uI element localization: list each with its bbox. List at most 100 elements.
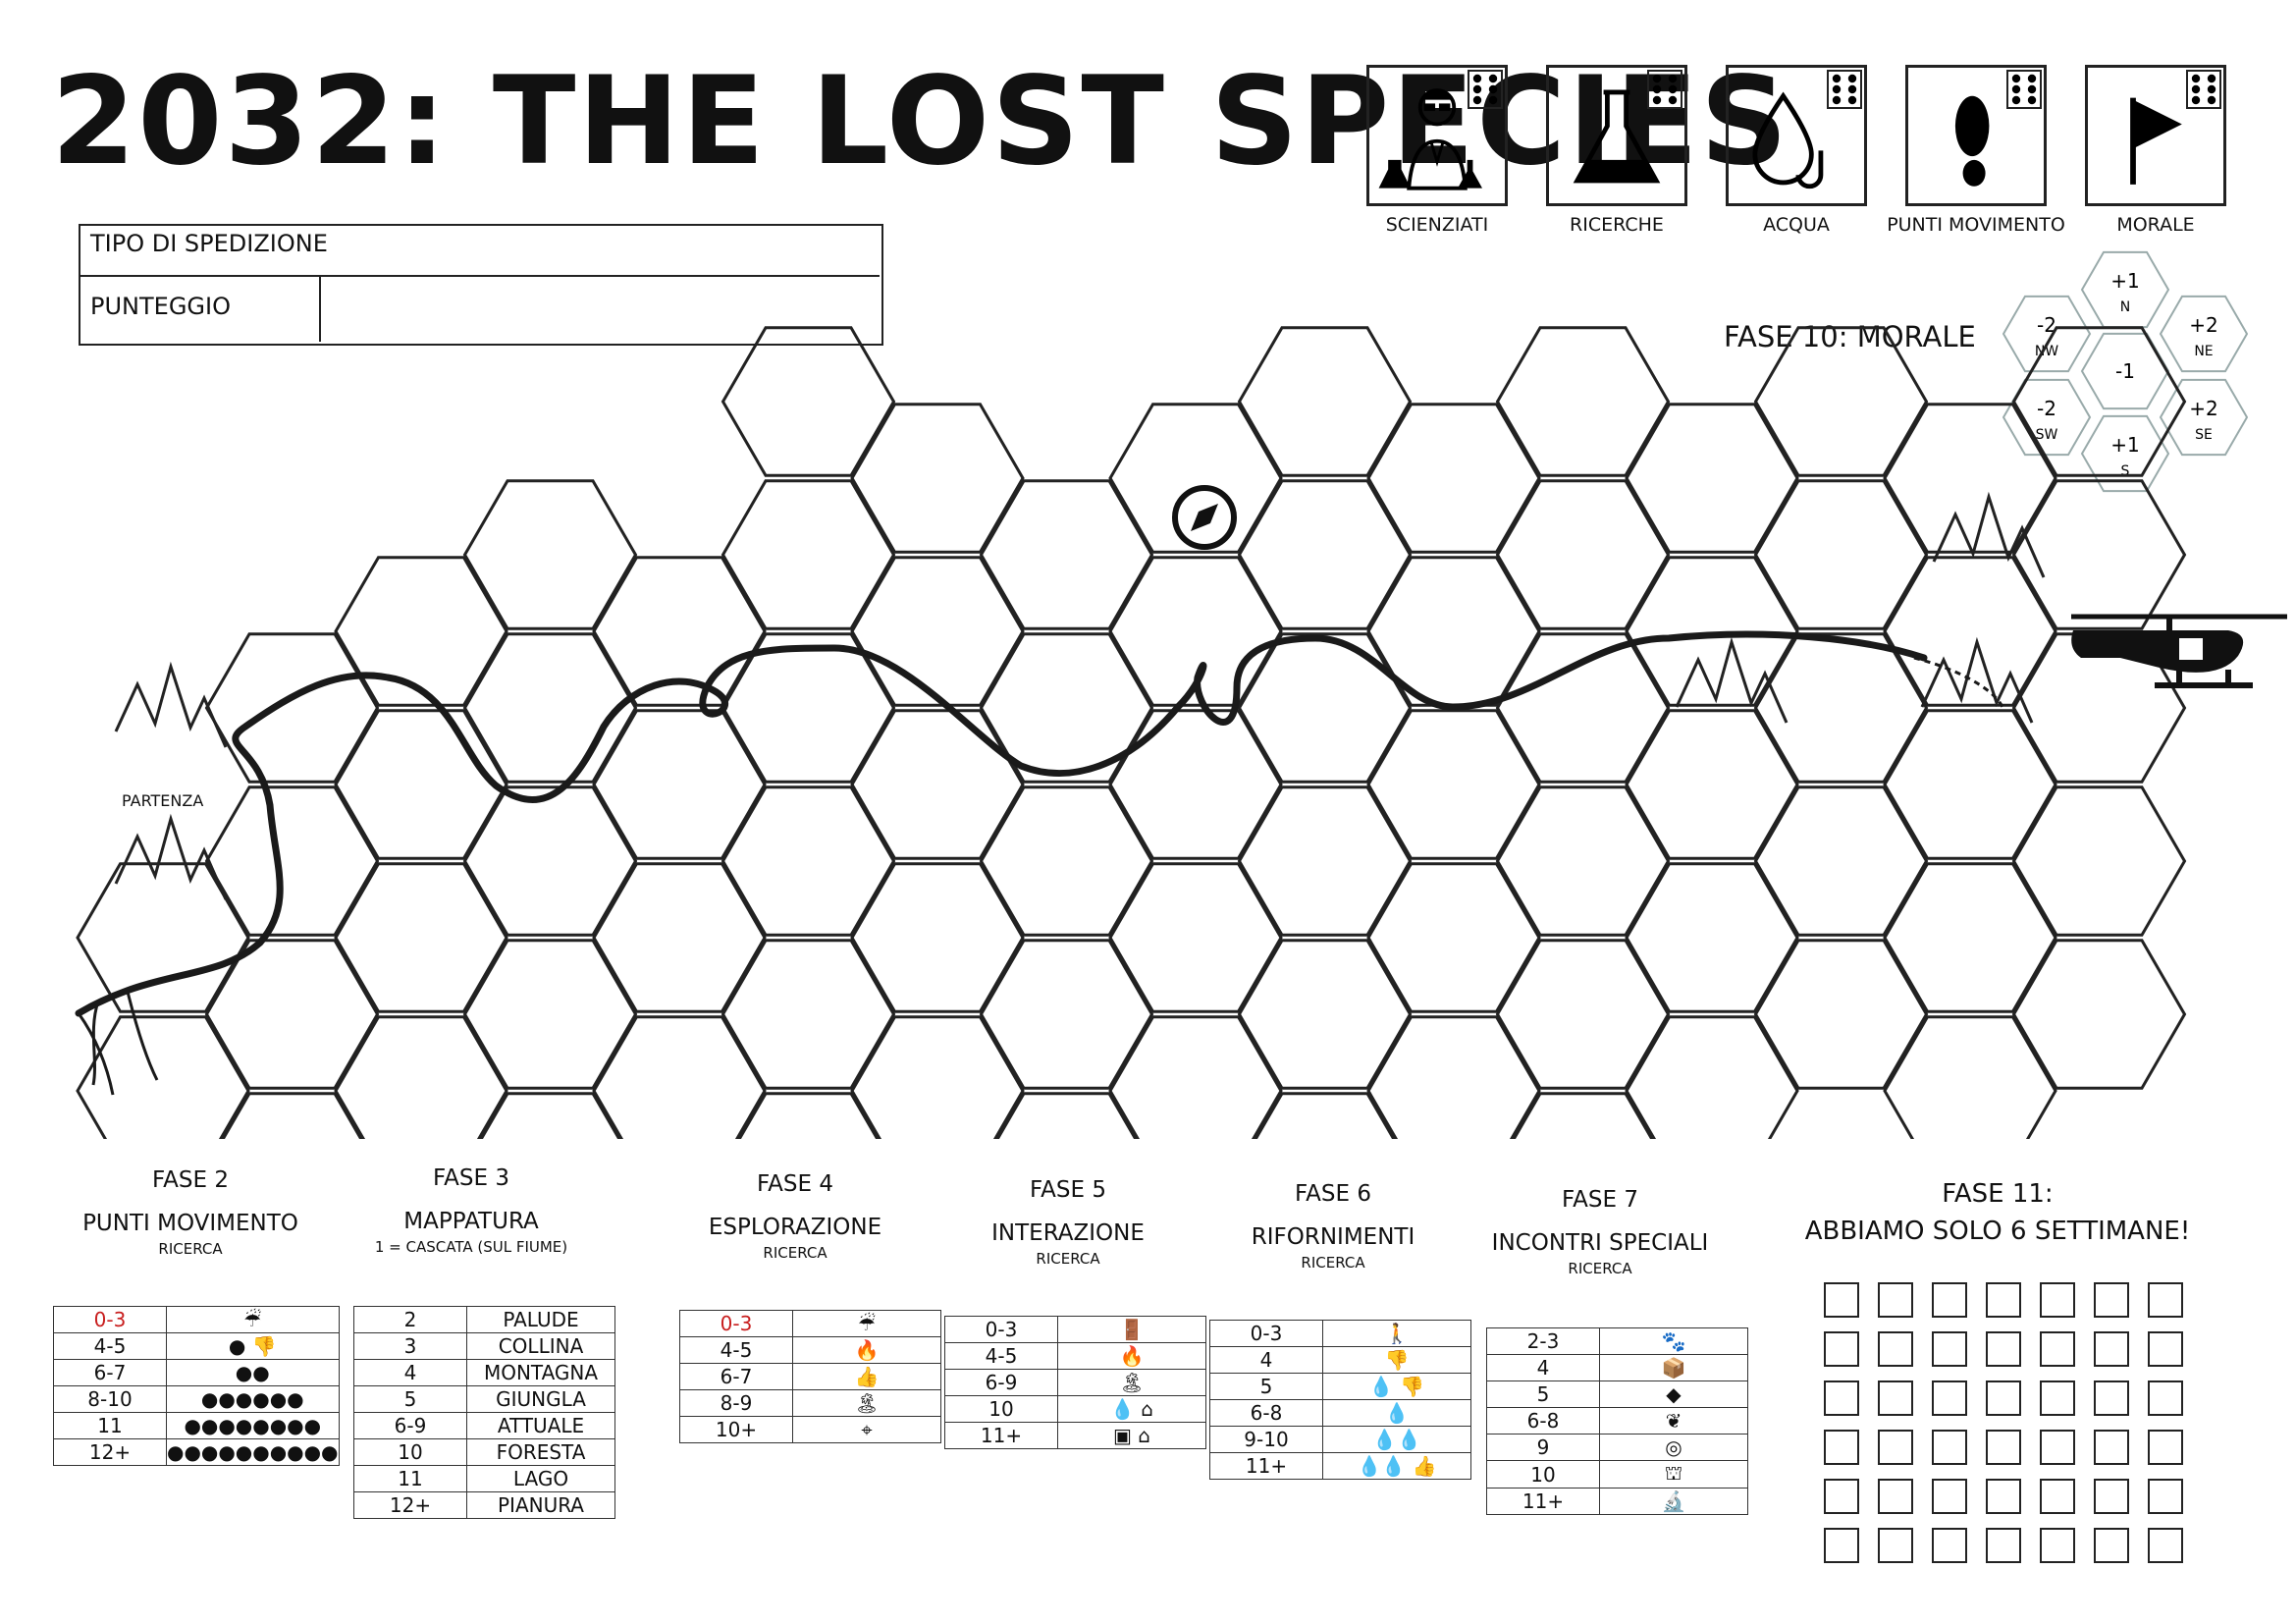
research-box[interactable] [1546,65,1687,206]
map-hex[interactable] [1237,326,1413,477]
map-hex[interactable] [1883,1015,2057,1139]
week-day-checkbox[interactable] [2094,1479,2129,1514]
week-day-checkbox[interactable] [2094,1380,2129,1416]
water-box[interactable] [1726,65,1867,206]
week-day-checkbox[interactable] [2148,1528,2183,1563]
week-day-checkbox[interactable] [1986,1528,2021,1563]
week-day-checkbox[interactable] [2148,1282,2183,1318]
week-day-checkbox[interactable] [1932,1528,1967,1563]
map-hex[interactable] [1108,709,1283,860]
map-hex[interactable] [721,326,896,477]
week-day-checkbox[interactable] [1932,1430,1967,1465]
map-hex[interactable] [1240,1092,1411,1139]
map-hex[interactable] [592,862,767,1013]
map-hex[interactable] [721,939,896,1090]
week-day-checkbox[interactable] [2148,1380,2183,1416]
map-hex[interactable] [334,709,508,860]
map-hex[interactable] [2011,326,2187,477]
map-hex[interactable] [1237,632,1413,784]
map-hex[interactable] [204,632,380,784]
map-hex[interactable] [2011,785,2187,937]
map-hex[interactable] [1625,403,1799,554]
map-hex[interactable] [1753,939,1929,1090]
week-day-checkbox[interactable] [2148,1430,2183,1465]
week-day-checkbox[interactable] [1824,1528,1859,1563]
week-day-checkbox[interactable] [1878,1282,1913,1318]
map-hex[interactable] [1495,632,1671,784]
week-day-checkbox[interactable] [1824,1380,1859,1416]
map-hex[interactable] [982,1092,1152,1139]
map-hex[interactable] [1366,709,1541,860]
map-hex[interactable] [1495,785,1671,937]
week-day-checkbox[interactable] [2040,1430,2075,1465]
map-hex[interactable] [334,556,508,707]
map-hex[interactable] [979,939,1154,1090]
map-hex[interactable] [1625,556,1799,707]
score-field[interactable] [79,277,321,342]
map-hex[interactable] [723,1092,894,1139]
map-hex[interactable] [1366,1015,1541,1139]
map-hex[interactable] [465,1092,636,1139]
week-day-checkbox[interactable] [2040,1528,2075,1563]
map-hex[interactable] [979,479,1154,630]
week-day-checkbox[interactable] [1878,1479,1913,1514]
week-day-checkbox[interactable] [1824,1331,1859,1367]
map-hex[interactable] [462,632,638,784]
week-day-checkbox[interactable] [2040,1479,2075,1514]
week-day-checkbox[interactable] [2148,1331,2183,1367]
map-hex[interactable] [721,785,896,937]
map-hex[interactable] [1366,862,1541,1013]
week-day-checkbox[interactable] [1824,1430,1859,1465]
week-day-checkbox[interactable] [1932,1380,1967,1416]
week-day-checkbox[interactable] [1986,1430,2021,1465]
map-hex[interactable] [1753,326,1929,477]
map-hex[interactable] [1366,403,1541,554]
week-day-checkbox[interactable] [1824,1282,1859,1318]
map-hex[interactable] [1108,1015,1283,1139]
week-day-checkbox[interactable] [2094,1282,2129,1318]
week-day-checkbox[interactable] [2040,1282,2075,1318]
week-day-checkbox[interactable] [1932,1479,1967,1514]
scientists-box[interactable] [1366,65,1508,206]
map-hex[interactable] [462,939,638,1090]
map-hex[interactable] [1495,939,1671,1090]
week-day-checkbox[interactable] [2148,1479,2183,1514]
week-day-checkbox[interactable] [1824,1479,1859,1514]
week-day-checkbox[interactable] [2040,1380,2075,1416]
map-hex[interactable] [462,785,638,937]
map-hex[interactable] [1366,556,1541,707]
week-day-checkbox[interactable] [1986,1479,2021,1514]
map-hex[interactable] [1883,556,2057,707]
map-hex[interactable] [334,1015,508,1139]
map-hex[interactable] [1883,862,2057,1013]
map-hex[interactable] [1625,862,1799,1013]
map-hex[interactable] [1495,479,1671,630]
map-hex[interactable] [207,1092,378,1139]
week-day-checkbox[interactable] [1986,1380,2021,1416]
week-day-checkbox[interactable] [1878,1331,1913,1367]
map-hex[interactable] [1625,1015,1799,1139]
week-day-checkbox[interactable] [2040,1331,2075,1367]
week-day-checkbox[interactable] [1932,1331,1967,1367]
map-hex[interactable] [1753,479,1929,630]
map-hex[interactable] [850,709,1025,860]
week-day-checkbox[interactable] [2094,1430,2129,1465]
map-hex[interactable] [204,939,380,1090]
week-day-checkbox[interactable] [2094,1528,2129,1563]
week-day-checkbox[interactable] [1932,1282,1967,1318]
map-hex[interactable] [1753,632,1929,784]
map-hex[interactable] [979,632,1154,784]
map-hex[interactable] [76,1015,250,1139]
map-hex[interactable] [1495,326,1671,477]
map-hex[interactable] [76,862,250,1013]
week-day-checkbox[interactable] [1986,1331,2021,1367]
map-hex[interactable] [204,785,380,937]
map-hex[interactable] [592,1015,767,1139]
map-hex[interactable] [850,403,1025,554]
map-hex[interactable] [1753,785,1929,937]
map-hex[interactable] [462,479,638,630]
week-day-checkbox[interactable] [2094,1331,2129,1367]
map-hex[interactable] [850,1015,1025,1139]
map-hex[interactable] [1237,785,1413,937]
week-day-checkbox[interactable] [1878,1380,1913,1416]
